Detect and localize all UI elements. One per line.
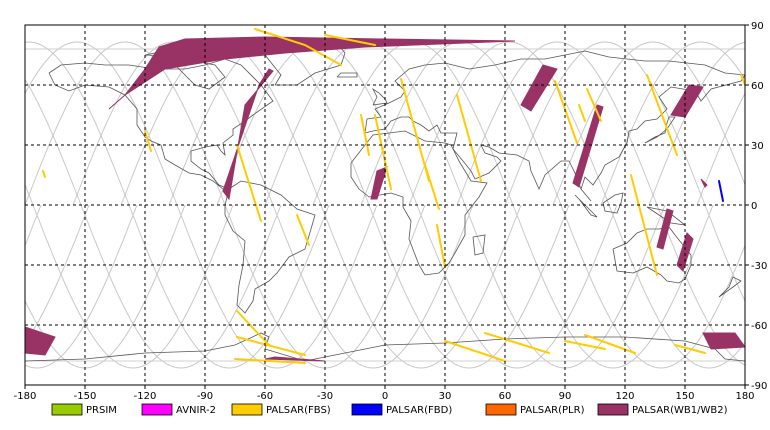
x-tick-label: -150 <box>74 391 97 402</box>
coastline <box>336 72 358 78</box>
swath-line <box>424 164 440 210</box>
swath-line <box>674 344 706 354</box>
swath-line <box>296 214 310 246</box>
swath-group <box>25 28 745 364</box>
coastline <box>224 180 316 314</box>
swath-line <box>374 114 392 190</box>
swath-line <box>586 88 602 122</box>
swath-line <box>584 334 636 354</box>
x-tick-label: 150 <box>675 391 694 402</box>
x-tick-label: -180 <box>14 391 37 402</box>
swath-line <box>554 80 578 144</box>
legend-label: PALSAR(FBS) <box>266 405 331 416</box>
legend-item: PALSAR(WB1/WB2) <box>597 403 728 416</box>
swath-wb <box>656 208 674 250</box>
y-tick-label: 60 <box>751 81 764 92</box>
x-tick-label: -30 <box>317 391 333 402</box>
coastline <box>574 194 598 218</box>
swath-line <box>42 170 46 178</box>
x-tick-label: -60 <box>257 391 273 402</box>
y-tick-label: 30 <box>751 141 764 152</box>
swath-line <box>236 144 262 222</box>
legend-item: PALSAR(PLR) <box>485 403 585 416</box>
orbit-track <box>25 204 138 369</box>
legend-label: PALSAR(FBD) <box>386 405 452 416</box>
legend-item: PRSIM <box>51 403 117 416</box>
swath-wb <box>264 356 326 362</box>
coastline <box>472 234 486 256</box>
swath-line <box>360 114 370 156</box>
orbit-track <box>552 41 745 206</box>
swath-line <box>324 34 376 46</box>
swath-line <box>400 78 430 182</box>
x-tick-label: -120 <box>134 391 157 402</box>
swath-line <box>456 94 482 182</box>
swath-wb <box>25 326 56 356</box>
swath-line <box>444 340 506 362</box>
coastline <box>364 50 745 202</box>
swath-wb <box>700 178 708 188</box>
y-tick-label: -30 <box>751 261 767 272</box>
coastline <box>350 130 488 276</box>
x-tick-label: 30 <box>439 391 452 402</box>
legend-item: PALSAR(FBD) <box>351 403 452 416</box>
swath-line <box>254 28 342 66</box>
swath-wb <box>370 166 388 200</box>
x-tick-label: 60 <box>499 391 512 402</box>
legend-swatch <box>141 403 173 416</box>
legend-swatch <box>351 403 383 416</box>
swath-line <box>234 358 306 364</box>
legend: PRSIM AVNIR-2 PALSAR(FBS) PALSAR(FBD) PALSAR… <box>51 403 728 416</box>
swath-line <box>564 340 606 350</box>
legend-label: PALSAR(PLR) <box>520 405 585 416</box>
legend-swatch <box>231 403 263 416</box>
legend-item: AVNIR-2 <box>141 403 216 416</box>
coastline <box>646 206 687 226</box>
x-tick-label: 180 <box>735 391 754 402</box>
swath-line <box>718 180 724 202</box>
swath-wb <box>572 104 604 188</box>
x-tick-label: -90 <box>197 391 213 402</box>
legend-item: PALSAR(FBS) <box>231 403 331 416</box>
swath-wb <box>108 36 516 110</box>
coastline <box>602 192 624 214</box>
legend-label: PRSIM <box>86 405 117 416</box>
legend-label: PALSAR(WB1/WB2) <box>632 405 728 416</box>
y-tick-label: 0 <box>751 201 757 212</box>
swath-line <box>236 336 306 356</box>
coastline <box>371 87 388 106</box>
grid-lines <box>25 25 745 385</box>
orbit-track <box>648 41 745 206</box>
coastline <box>644 116 676 144</box>
y-tick-label: 90 <box>751 21 764 32</box>
x-tick-label: 90 <box>559 391 572 402</box>
swath-wb <box>702 332 745 350</box>
swath-wb <box>676 232 694 272</box>
swath-line <box>236 310 270 346</box>
legend-swatch <box>485 403 517 416</box>
legend-swatch <box>597 403 629 416</box>
swath-line <box>144 130 152 152</box>
axis-ticks: -180 -150 -120 -90 -60 -30 0 30 60 90 120 150 180 90 6… <box>14 21 768 402</box>
coastline <box>718 276 742 298</box>
orbit-track <box>600 41 745 206</box>
swath-line <box>646 74 678 156</box>
y-tick-label: -60 <box>751 321 767 332</box>
orbit-track <box>25 204 186 369</box>
swath-line <box>740 74 745 86</box>
y-tick-label: -90 <box>751 381 767 392</box>
swath-line <box>578 104 586 122</box>
legend-swatch <box>51 403 83 416</box>
legend-label: AVNIR-2 <box>176 405 216 416</box>
x-tick-label: 0 <box>382 391 388 402</box>
swath-wb <box>520 64 558 112</box>
x-tick-label: 120 <box>615 391 634 402</box>
swath-line <box>484 332 550 354</box>
swath-line <box>436 224 446 268</box>
map-plot-area <box>24 24 746 386</box>
swath-line <box>630 174 658 276</box>
